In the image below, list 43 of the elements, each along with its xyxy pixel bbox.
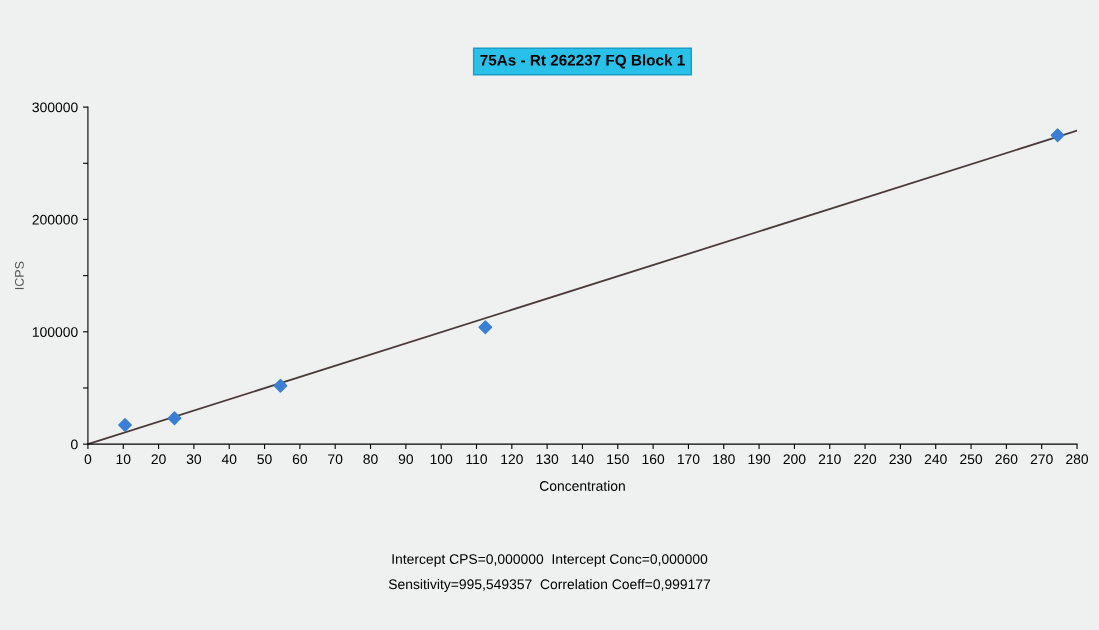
x-tick-label: 190 [748, 454, 771, 465]
x-tick-label: 30 [186, 454, 202, 465]
x-tick-label: 70 [328, 454, 343, 465]
x-tick-label: 210 [818, 454, 841, 465]
y-tick-label: 200000 [32, 214, 78, 225]
point [478, 320, 493, 335]
x-tick-label: 120 [501, 454, 523, 465]
x-tick-label: 220 [854, 454, 877, 465]
x-tick-label: 280 [1066, 454, 1089, 465]
x-tick-label: 230 [889, 454, 912, 465]
y-tick-label: 0 [71, 439, 78, 450]
x-tick-label: 40 [221, 454, 237, 465]
point [167, 411, 182, 426]
x-tick-label: 250 [960, 454, 983, 465]
x-tick-label: 90 [398, 454, 414, 465]
chart-title: 75As - Rt 262237 FQ Block 1 [480, 54, 685, 69]
x-tick-label: 180 [713, 454, 735, 465]
x-tick-label: 140 [571, 454, 594, 465]
x-tick-label: 200 [783, 454, 806, 465]
y-axis-title: ICPS [14, 261, 24, 290]
point [118, 418, 132, 432]
x-tick-label: 50 [257, 454, 272, 465]
y-tick-label: 300000 [32, 102, 78, 113]
text: Sensitivity=995,549357 Correlation Coeff=0,999177 [388, 578, 711, 592]
x-tick-label: 0 [84, 454, 92, 465]
point [1050, 128, 1065, 143]
x-tick-label: 60 [292, 454, 308, 465]
x-tick-label: 80 [363, 454, 378, 465]
text: Intercept CPS=0,000000 Intercept Conc=0,000000 [392, 554, 708, 567]
x-tick-label: 160 [642, 454, 665, 465]
x-tick-label: 150 [607, 454, 629, 465]
x-tick-label: 10 [116, 454, 131, 465]
x-tick-label: 260 [995, 454, 1018, 465]
x-tick-label: 110 [466, 454, 488, 465]
x-tick-label: 240 [924, 454, 947, 465]
x-tick-label: 170 [677, 454, 700, 465]
x-axis-title: Concentration [539, 480, 625, 491]
x-tick-label: 20 [151, 454, 166, 465]
point [273, 378, 288, 393]
y-tick-label: 100000 [32, 327, 78, 337]
x-tick-label: 270 [1030, 454, 1053, 465]
x-tick-label: 130 [536, 454, 559, 465]
x-tick-label: 100 [430, 454, 453, 465]
